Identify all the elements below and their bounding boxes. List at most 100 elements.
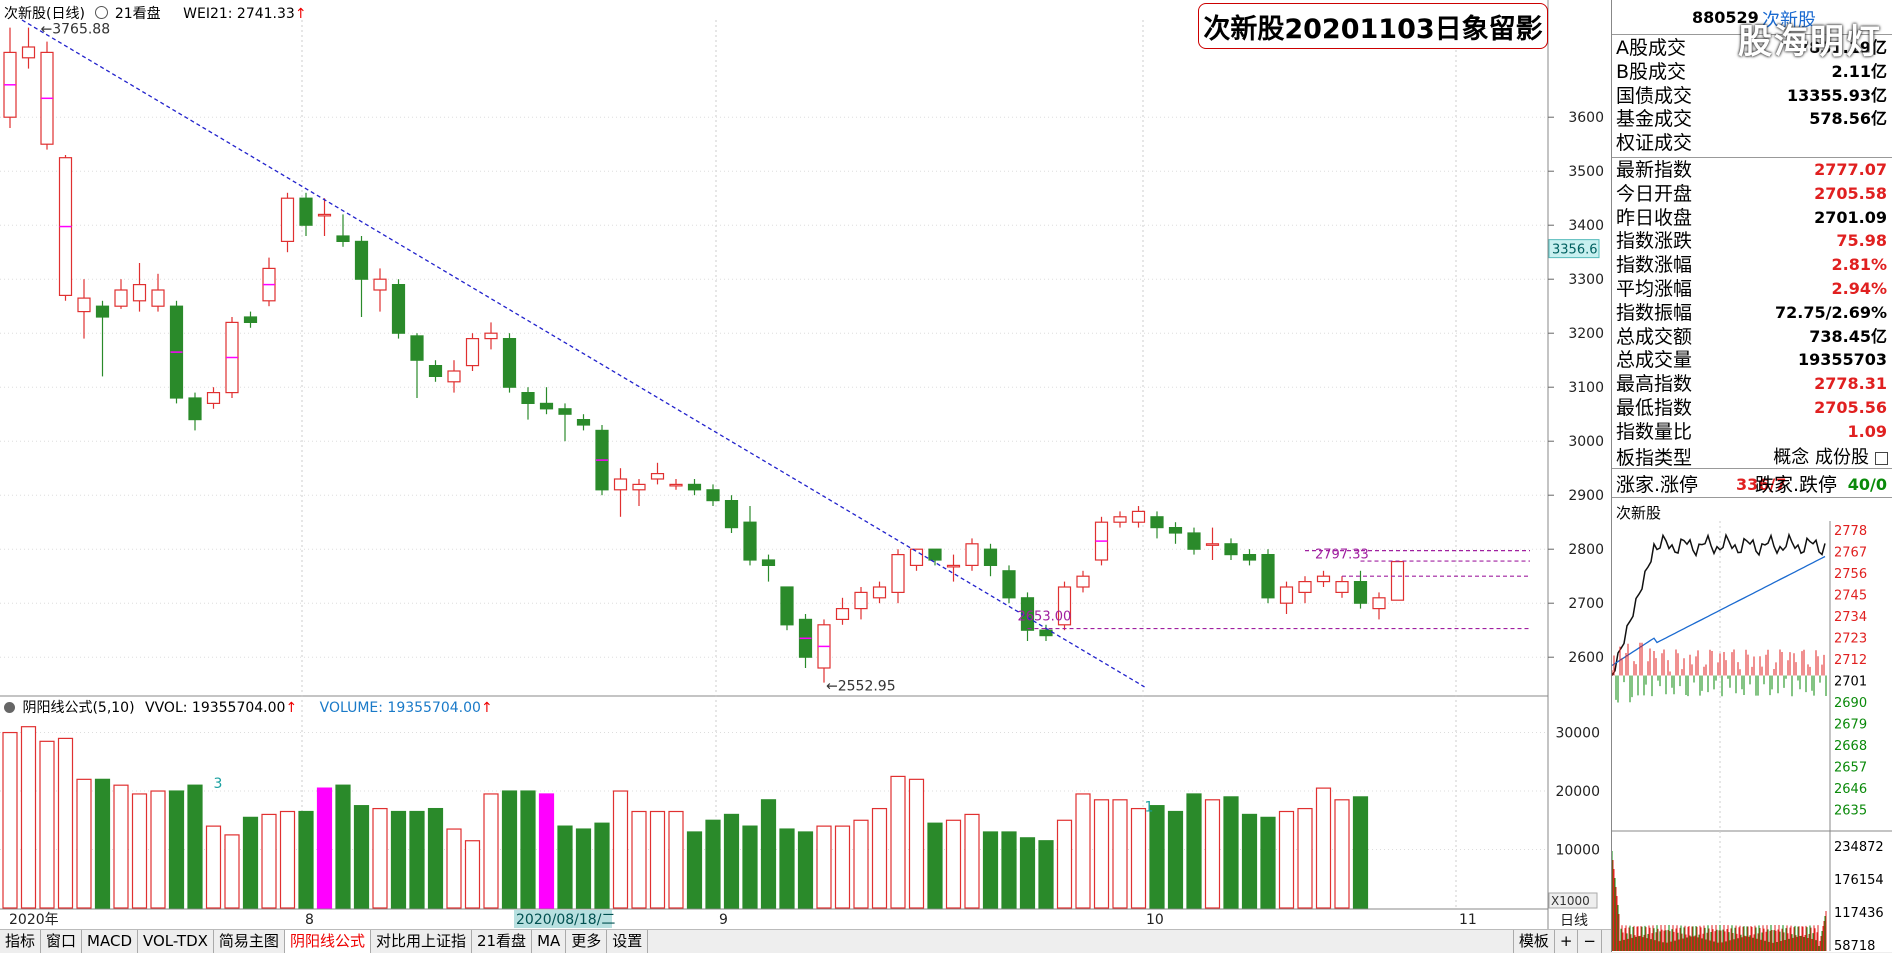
candle (428, 360, 443, 382)
sub-chart-header: 阴阳线公式(5,10) VVOL: 19355704.00↑ VOLUME: 1… (4, 697, 493, 717)
period-label[interactable]: 日线 (1560, 913, 1588, 929)
mini-price-label: 2734 (1834, 610, 1867, 625)
indicator-name[interactable]: 阴阳线公式(5,10) (22, 700, 135, 716)
price-tick-label: 3400 (1568, 218, 1604, 234)
price-tick-label: 3200 (1568, 326, 1604, 342)
candle (872, 581, 887, 604)
tab-8[interactable]: MA (532, 930, 567, 953)
mini-price-label: 2690 (1834, 696, 1867, 711)
volume-bar (594, 822, 610, 909)
right-info-panel: 880529 次新股 A股成交 7831.19亿 B股成交 2.11亿 国债成交 1335… (1611, 0, 1892, 952)
quote-value: 2.94% (1831, 279, 1887, 298)
tab-4[interactable]: 简易主图 (214, 930, 285, 953)
quote-value: 2777.07 (1814, 160, 1887, 179)
quote-value: 1.09 (1847, 421, 1887, 441)
ma-label: WEI21: 2741.33 (183, 6, 295, 22)
quote-label: 指数涨跌 (1616, 230, 1693, 253)
candle (576, 414, 591, 431)
candle (1002, 565, 1016, 604)
tab-9[interactable]: 更多 (566, 930, 608, 953)
quote-value: 2.11亿 (1831, 61, 1887, 81)
volume-bar (1112, 799, 1128, 909)
volume-bar (982, 831, 999, 909)
tab-1[interactable]: 窗口 (41, 930, 83, 953)
main-chart-svg[interactable]: ←3765.88 ←2552.95 2797.33 2653.00 3 1 3600 350… (0, 0, 1611, 929)
candle (521, 387, 535, 420)
volume-bar (2, 731, 18, 909)
volume-bar (76, 778, 92, 909)
quote-label: 基金成交 (1616, 108, 1693, 131)
resistance-label: 2797.33 (1315, 548, 1369, 563)
indicator-tabs: 指标 窗口 MACD VOL-TDX 简易主图 阴阳线公式 对比用上证指 21看盘 MA 更多 设置 (0, 930, 649, 953)
watermark: 股海明灯 (1738, 22, 1882, 62)
grid-icon[interactable] (95, 6, 109, 19)
candle (1168, 522, 1183, 544)
watch-label[interactable]: 21看盘 (114, 6, 161, 22)
candle (336, 214, 350, 247)
mini-price-label: 2701 (1834, 675, 1867, 690)
mini-price-label: 2745 (1834, 589, 1867, 604)
volume-bar (409, 810, 425, 909)
candle (299, 192, 313, 236)
quote-row: 指数量比 1.09 (1612, 420, 1892, 444)
quote-label: 今日开盘 (1616, 182, 1693, 205)
quote-label: B股成交 (1616, 60, 1687, 83)
indicator-toggle-icon[interactable] (4, 702, 15, 713)
board-type-value[interactable]: 概念 成份股 (1773, 447, 1869, 468)
tab-3[interactable]: VOL-TDX (138, 930, 214, 953)
volume-bar (686, 831, 703, 909)
volume-bar (723, 813, 740, 909)
quote-value: 2705.56 (1814, 398, 1887, 417)
tab-10[interactable]: 设置 (607, 930, 649, 953)
quote-label: 总成交额 (1616, 325, 1693, 348)
board-type-label: 板指类型 (1616, 447, 1693, 469)
price-grid (0, 0, 1549, 929)
mini-price-label: 2767 (1834, 546, 1867, 561)
volume-series (2, 726, 1369, 909)
tab-5[interactable]: 阴阳线公式 (284, 930, 371, 953)
price-tick-label: 2900 (1568, 488, 1604, 504)
expand-icon[interactable] (1875, 452, 1888, 465)
candle (1390, 560, 1405, 601)
candle (40, 41, 54, 150)
volume-bar (372, 807, 388, 909)
tab-2[interactable]: MACD (82, 930, 138, 953)
volume-bar (501, 790, 518, 909)
volume-bar (1186, 793, 1202, 909)
tab-7[interactable]: 21看盘 (472, 930, 533, 953)
mini-price-label: 2712 (1834, 653, 1867, 668)
candle (58, 155, 73, 301)
volume-bar (742, 825, 758, 909)
title-overlay: 次新股20201103日象留影 (1198, 3, 1548, 49)
template-button[interactable]: 模板 (1512, 930, 1555, 953)
candle (21, 27, 36, 69)
tab-0[interactable]: 指标 (0, 930, 42, 953)
volume-bar (908, 778, 925, 909)
candle (114, 279, 128, 309)
cursor-date-label: 2020/08/18/二 (516, 912, 615, 928)
volume-bar (1204, 799, 1221, 909)
tab-6[interactable]: 对比用上证指 (371, 930, 472, 953)
panel-header: 880529 次新股 (1612, 0, 1892, 35)
quote-row: 平均涨幅 2.94% (1612, 277, 1892, 301)
price-tick-label: 3300 (1568, 272, 1604, 288)
intraday-mini-chart[interactable]: 2778 2767 2756 2745 2734 2723 2712 2701 2690 2679… (1612, 521, 1892, 951)
mini-volume-label: 234872 (1834, 840, 1884, 855)
candle (502, 333, 517, 393)
mini-price-label: 2778 (1834, 524, 1867, 539)
candle (1076, 570, 1090, 593)
candle (613, 468, 628, 517)
candle (206, 387, 221, 409)
candle (465, 333, 480, 371)
candlestick-series (3, 27, 1405, 683)
volume-bar (1297, 807, 1313, 909)
price-tick-label: 3000 (1568, 434, 1604, 450)
candle (891, 549, 905, 604)
add-button[interactable]: + (1555, 930, 1579, 953)
index-name[interactable]: 次新股 (1762, 10, 1816, 31)
support-label: 2653.00 (1018, 610, 1072, 625)
vvol-label: VVOL: 19355704.00 (145, 700, 286, 716)
volume-bar (205, 825, 222, 909)
quote-row: 指数涨跌 75.98 (1612, 229, 1892, 253)
remove-button[interactable]: − (1578, 930, 1602, 953)
